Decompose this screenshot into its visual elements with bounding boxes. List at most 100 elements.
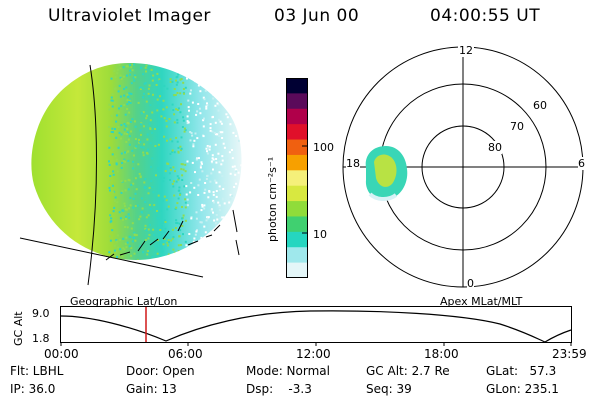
noise-pixel bbox=[149, 119, 152, 122]
noise-pixel bbox=[135, 145, 138, 148]
noise-pixel bbox=[167, 205, 170, 208]
noise-pixel bbox=[147, 237, 150, 240]
noise-pixel bbox=[206, 258, 209, 260]
colorbar bbox=[286, 78, 308, 278]
noise-pixel bbox=[180, 103, 182, 106]
noise-pixel bbox=[114, 199, 116, 202]
noise-pixel bbox=[179, 145, 182, 148]
noise-pixel bbox=[157, 169, 160, 172]
noise-pixel bbox=[206, 175, 209, 177]
noise-pixel bbox=[144, 66, 147, 69]
noise-pixel bbox=[121, 255, 124, 258]
noise-pixel bbox=[213, 82, 216, 85]
noise-pixel bbox=[150, 207, 153, 210]
noise-pixel bbox=[135, 234, 138, 237]
noise-pixel bbox=[223, 139, 226, 142]
noise-pixel bbox=[238, 210, 241, 213]
altitude-plot-frame bbox=[60, 306, 572, 343]
noise-pixel bbox=[139, 141, 142, 143]
noise-pixel bbox=[113, 206, 116, 209]
noise-pixel bbox=[124, 189, 127, 192]
noise-pixel bbox=[167, 240, 170, 243]
noise-pixel bbox=[196, 73, 199, 76]
noise-pixel bbox=[172, 256, 175, 259]
noise-pixel bbox=[179, 92, 182, 95]
noise-pixel bbox=[145, 70, 147, 73]
noise-pixel bbox=[142, 146, 145, 149]
noise-pixel bbox=[151, 241, 154, 244]
noise-pixel bbox=[129, 92, 132, 95]
noise-pixel bbox=[124, 160, 127, 163]
noise-pixel bbox=[117, 111, 120, 114]
noise-pixel bbox=[205, 178, 208, 180]
noise-pixel bbox=[138, 218, 141, 221]
noise-pixel bbox=[113, 244, 116, 247]
noise-pixel bbox=[180, 136, 183, 139]
noise-pixel bbox=[218, 160, 221, 163]
noise-pixel bbox=[227, 69, 229, 72]
noise-pixel bbox=[181, 179, 184, 181]
noise-pixel bbox=[244, 132, 246, 134]
noise-pixel bbox=[126, 74, 128, 77]
noise-pixel bbox=[158, 254, 161, 257]
noise-pixel bbox=[129, 102, 132, 104]
noise-pixel bbox=[184, 163, 187, 166]
noise-pixel bbox=[129, 73, 132, 76]
info-filter: Flt: LBHL bbox=[10, 364, 64, 378]
noise-pixel bbox=[130, 130, 132, 133]
noise-pixel bbox=[124, 242, 127, 245]
noise-pixel bbox=[180, 168, 183, 171]
noise-pixel bbox=[128, 92, 131, 95]
noise-pixel bbox=[144, 227, 147, 230]
aurora-edge bbox=[368, 192, 398, 201]
noise-pixel bbox=[157, 143, 160, 146]
noise-pixel bbox=[235, 169, 238, 172]
noise-pixel bbox=[119, 67, 122, 70]
altitude-plot bbox=[60, 306, 572, 346]
noise-pixel bbox=[130, 247, 133, 250]
xtick-0000: 00:00 bbox=[44, 347, 79, 361]
noise-pixel bbox=[244, 151, 246, 153]
noise-pixel bbox=[220, 74, 223, 77]
noise-pixel bbox=[126, 122, 129, 124]
noise-pixel bbox=[111, 229, 114, 232]
colorbar-strip bbox=[286, 124, 308, 141]
noise-pixel bbox=[239, 112, 242, 115]
noise-pixel bbox=[186, 77, 188, 80]
noise-pixel bbox=[159, 79, 161, 82]
noise-pixel bbox=[134, 138, 137, 140]
noise-pixel bbox=[120, 124, 123, 127]
noise-pixel bbox=[246, 205, 248, 207]
noise-pixel bbox=[175, 206, 178, 209]
noise-pixel bbox=[195, 113, 198, 116]
noise-pixel bbox=[244, 80, 246, 82]
colorbar-strip bbox=[286, 93, 308, 110]
noise-pixel bbox=[163, 135, 166, 138]
noise-pixel bbox=[109, 179, 112, 182]
noise-pixel bbox=[178, 235, 181, 238]
noise-pixel bbox=[112, 135, 115, 138]
noise-pixel bbox=[151, 157, 154, 160]
noise-pixel bbox=[189, 131, 192, 133]
noise-pixel bbox=[137, 163, 140, 166]
noise-pixel bbox=[126, 103, 129, 106]
noise-pixel bbox=[128, 143, 131, 146]
noise-pixel bbox=[109, 239, 112, 242]
noise-pixel bbox=[245, 254, 247, 256]
noise-pixel bbox=[182, 263, 184, 265]
noise-pixel bbox=[112, 170, 115, 173]
noise-pixel bbox=[208, 190, 211, 192]
noise-pixel bbox=[124, 208, 127, 211]
noise-pixel bbox=[173, 180, 175, 183]
noise-pixel bbox=[135, 188, 138, 191]
noise-pixel bbox=[239, 225, 242, 228]
noise-pixel bbox=[126, 93, 129, 96]
noise-pixel bbox=[216, 246, 219, 249]
noise-pixel bbox=[136, 204, 139, 207]
noise-pixel bbox=[223, 259, 226, 260]
noise-pixel bbox=[133, 236, 135, 239]
noise-pixel bbox=[177, 151, 180, 154]
noise-pixel bbox=[220, 216, 223, 219]
noise-pixel bbox=[182, 88, 185, 90]
noise-pixel bbox=[247, 233, 249, 235]
